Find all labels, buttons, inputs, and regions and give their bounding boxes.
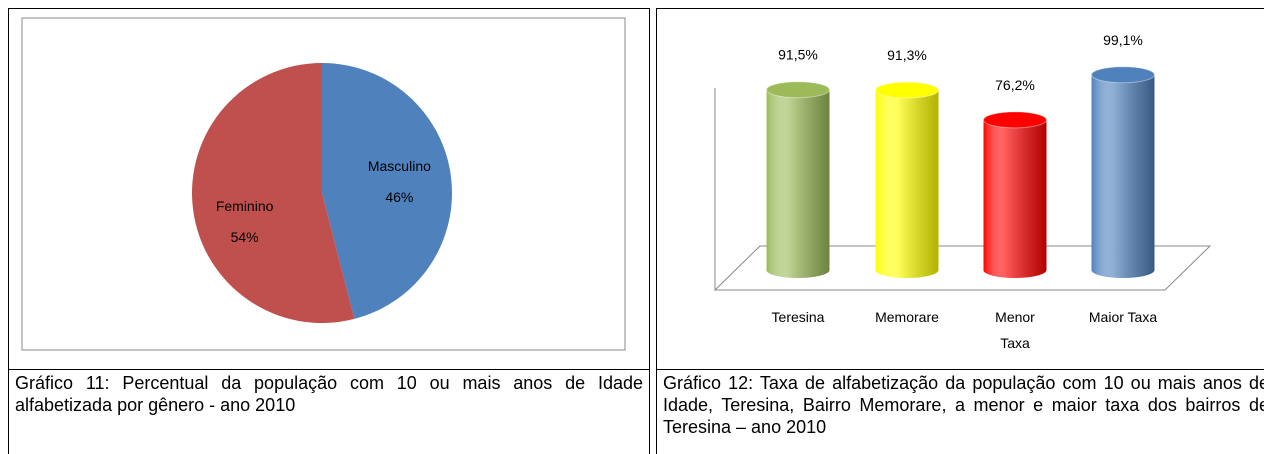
- x-tick-label: Memorare: [875, 309, 939, 325]
- bar-top: [983, 111, 1047, 129]
- value-label: 99,1%: [1103, 32, 1143, 48]
- bar-top: [1091, 66, 1155, 84]
- pie-slice: [191, 63, 355, 323]
- bar: [983, 111, 1047, 278]
- bar: [875, 81, 939, 278]
- caption: Gráfico 11: Percentual da população com …: [8, 369, 650, 454]
- bar-shade: [983, 119, 1047, 278]
- slice-label: Masculino: [368, 158, 431, 174]
- x-tick-label: Menor Taxa: [995, 309, 1035, 351]
- bar-shade: [766, 89, 830, 279]
- slice-label: Feminino: [216, 198, 274, 214]
- caption: Gráfico 12: Taxa de alfabetização da pop…: [656, 369, 1264, 454]
- value-label: 54%: [231, 229, 259, 245]
- bar-top: [766, 81, 830, 99]
- x-tick-label: Maior Taxa: [1088, 309, 1158, 325]
- bar: [1091, 66, 1155, 278]
- bar-shade: [875, 90, 939, 278]
- value-label: 76,2%: [995, 77, 1035, 93]
- pie-slice: [322, 63, 452, 319]
- bar: [766, 81, 830, 279]
- value-label: 91,3%: [887, 47, 927, 63]
- x-tick-label: Teresina: [771, 309, 825, 325]
- floor: [713, 245, 1212, 291]
- bar-shade: [1091, 74, 1155, 278]
- value-label: 46%: [385, 189, 413, 205]
- bar-top: [875, 81, 939, 99]
- value-label: 91,5%: [778, 47, 818, 63]
